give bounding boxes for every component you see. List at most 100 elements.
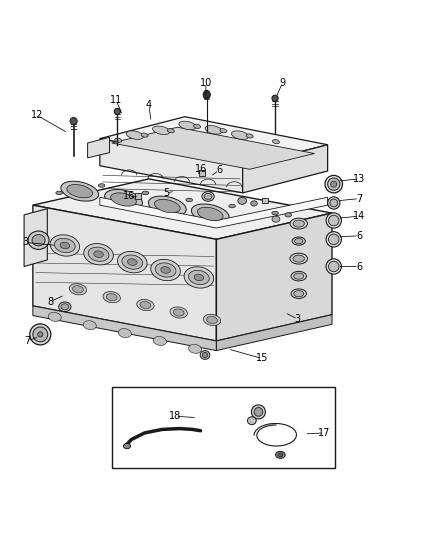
Ellipse shape <box>220 128 227 133</box>
Ellipse shape <box>152 126 170 134</box>
Ellipse shape <box>140 302 151 309</box>
Text: 6: 6 <box>356 262 362 271</box>
Ellipse shape <box>290 218 307 229</box>
Ellipse shape <box>203 91 210 99</box>
Ellipse shape <box>70 118 77 125</box>
Ellipse shape <box>38 332 43 337</box>
Ellipse shape <box>246 134 253 138</box>
Text: 15: 15 <box>256 353 268 364</box>
Ellipse shape <box>204 193 212 199</box>
Ellipse shape <box>291 289 307 298</box>
Ellipse shape <box>94 251 103 257</box>
Text: 14: 14 <box>353 211 365 221</box>
Ellipse shape <box>161 266 170 273</box>
Ellipse shape <box>328 234 339 245</box>
Text: 18: 18 <box>169 411 181 421</box>
Ellipse shape <box>84 244 113 265</box>
Polygon shape <box>216 213 332 341</box>
Text: 6: 6 <box>216 165 222 175</box>
Ellipse shape <box>326 232 342 247</box>
Polygon shape <box>88 138 110 158</box>
Ellipse shape <box>188 344 201 353</box>
Text: 13: 13 <box>353 174 365 184</box>
Text: 16: 16 <box>195 164 208 174</box>
Ellipse shape <box>285 213 292 217</box>
Text: 8: 8 <box>47 296 53 306</box>
Polygon shape <box>33 205 216 341</box>
Ellipse shape <box>205 126 223 134</box>
Text: 3: 3 <box>22 237 28 247</box>
Ellipse shape <box>30 324 51 345</box>
Ellipse shape <box>111 193 136 206</box>
Text: 5: 5 <box>163 188 170 198</box>
Ellipse shape <box>202 191 214 201</box>
Ellipse shape <box>118 329 131 337</box>
Ellipse shape <box>326 259 342 274</box>
Ellipse shape <box>124 443 131 449</box>
Ellipse shape <box>272 211 279 215</box>
Ellipse shape <box>33 327 48 342</box>
Ellipse shape <box>251 405 265 419</box>
Ellipse shape <box>50 235 80 256</box>
Text: 9: 9 <box>279 77 286 87</box>
Bar <box>135 193 141 199</box>
Ellipse shape <box>48 312 61 321</box>
Ellipse shape <box>272 140 279 144</box>
Ellipse shape <box>142 191 149 195</box>
Ellipse shape <box>173 309 184 316</box>
Text: 16: 16 <box>123 191 135 201</box>
Ellipse shape <box>229 204 236 208</box>
Ellipse shape <box>272 216 280 222</box>
Ellipse shape <box>148 196 186 216</box>
Ellipse shape <box>325 175 343 193</box>
Ellipse shape <box>276 451 285 458</box>
Text: 6: 6 <box>356 231 362 241</box>
Text: 3: 3 <box>295 314 301 324</box>
Ellipse shape <box>293 220 304 227</box>
Polygon shape <box>24 209 47 266</box>
Ellipse shape <box>278 453 283 457</box>
Ellipse shape <box>60 242 70 249</box>
Ellipse shape <box>194 124 201 128</box>
Ellipse shape <box>194 274 204 281</box>
Ellipse shape <box>106 294 117 301</box>
Ellipse shape <box>294 290 304 297</box>
Ellipse shape <box>32 235 45 246</box>
Polygon shape <box>100 117 328 167</box>
Ellipse shape <box>98 184 105 187</box>
Ellipse shape <box>200 351 210 359</box>
Ellipse shape <box>141 133 148 137</box>
Ellipse shape <box>73 286 83 293</box>
Ellipse shape <box>291 271 307 281</box>
Ellipse shape <box>198 207 223 221</box>
Text: 7: 7 <box>24 336 30 346</box>
Ellipse shape <box>155 263 176 277</box>
Polygon shape <box>100 197 328 228</box>
Ellipse shape <box>328 215 339 226</box>
Ellipse shape <box>203 314 221 326</box>
Text: 4: 4 <box>146 100 152 110</box>
Ellipse shape <box>56 191 62 195</box>
Ellipse shape <box>254 408 263 416</box>
Ellipse shape <box>330 199 338 207</box>
Ellipse shape <box>88 247 109 261</box>
Ellipse shape <box>293 255 304 262</box>
Ellipse shape <box>67 184 92 198</box>
Bar <box>199 170 205 176</box>
Ellipse shape <box>103 292 120 303</box>
Ellipse shape <box>328 178 340 190</box>
Ellipse shape <box>294 238 303 244</box>
Ellipse shape <box>170 307 187 318</box>
Ellipse shape <box>272 95 278 101</box>
Ellipse shape <box>188 270 209 285</box>
Ellipse shape <box>137 300 154 311</box>
Text: 17: 17 <box>318 428 330 438</box>
Ellipse shape <box>114 108 120 115</box>
Ellipse shape <box>28 231 49 249</box>
Ellipse shape <box>326 213 342 228</box>
Polygon shape <box>112 127 314 169</box>
Ellipse shape <box>202 352 208 358</box>
Ellipse shape <box>331 181 337 187</box>
Ellipse shape <box>290 253 307 264</box>
Ellipse shape <box>247 417 256 425</box>
